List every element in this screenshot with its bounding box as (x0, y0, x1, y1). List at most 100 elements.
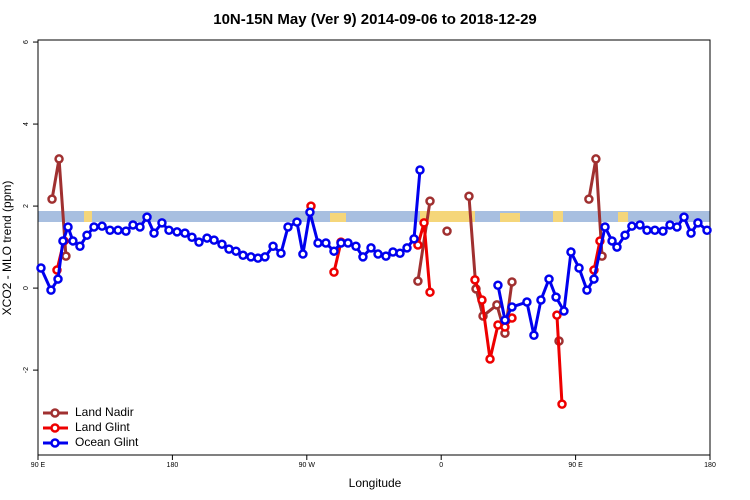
data-point (620, 230, 630, 240)
data-point (366, 243, 376, 253)
y-tick-label: -2 (23, 367, 30, 373)
data-point (53, 274, 63, 284)
data-point (612, 242, 622, 252)
data-point (305, 207, 315, 217)
data-point (292, 217, 302, 227)
data-point (522, 297, 532, 307)
data-point (68, 236, 78, 246)
land-patch (330, 213, 346, 222)
data-point (635, 220, 645, 230)
data-point (82, 230, 92, 240)
data-point (500, 315, 510, 325)
data-point (351, 241, 361, 252)
legend-label: Land Glint (75, 420, 130, 434)
data-point (702, 225, 712, 236)
data-point (642, 225, 652, 236)
data-point (607, 236, 617, 246)
data-point (164, 225, 174, 236)
legend-label: Land Nadir (75, 405, 134, 419)
legend-marker (50, 438, 60, 448)
data-point (415, 165, 425, 175)
data-point (566, 247, 576, 257)
data-point (113, 225, 123, 236)
data-point (89, 222, 99, 232)
y-tick-label: 6 (23, 40, 30, 44)
plot-frame (37, 39, 711, 456)
data-point (419, 218, 429, 228)
data-point (493, 280, 503, 290)
data-point (373, 249, 383, 259)
data-point (135, 222, 145, 232)
data-point (260, 252, 270, 262)
data-point (268, 241, 278, 252)
data-point (413, 276, 423, 286)
data-point (591, 154, 601, 164)
data-point (283, 222, 293, 232)
data-point (536, 295, 546, 305)
data-point (172, 227, 182, 237)
data-point (672, 222, 682, 232)
land-patch (500, 213, 520, 222)
data-point (142, 212, 152, 222)
data-point (442, 226, 452, 236)
data-point (231, 246, 241, 256)
legend-marker (50, 408, 60, 418)
data-point (425, 287, 435, 297)
data-point (149, 228, 159, 238)
data-point (409, 234, 419, 244)
data-point (658, 226, 668, 236)
x-tick-label: 0 (439, 462, 443, 469)
data-point (194, 237, 204, 247)
data-point (557, 399, 567, 409)
data-point (693, 218, 703, 228)
x-axis-label: Longitude (349, 476, 402, 490)
data-point (329, 267, 339, 277)
data-point (121, 226, 131, 236)
legend-marker (50, 423, 60, 433)
data-point (627, 221, 637, 231)
data-point (402, 243, 412, 253)
x-tick-label: 180 (167, 462, 179, 469)
data-point (217, 239, 227, 249)
data-point (47, 194, 57, 204)
data-point (507, 302, 517, 312)
data-point (63, 222, 73, 232)
data-point (600, 222, 610, 232)
data-point (679, 212, 689, 222)
data-point (343, 238, 353, 248)
data-point (313, 238, 323, 248)
data-point (589, 274, 599, 284)
data-point (75, 241, 85, 252)
data-point (582, 285, 592, 295)
data-point (46, 285, 56, 295)
ocean-band (38, 211, 710, 222)
data-point (650, 225, 660, 236)
data-point (507, 277, 517, 287)
x-tick-label: 180 (704, 462, 716, 469)
data-point (381, 251, 391, 261)
land-patch (553, 211, 563, 222)
data-point (36, 263, 46, 273)
data-point (686, 228, 696, 238)
legend-label: Ocean Glint (75, 435, 139, 449)
data-point (559, 306, 569, 316)
data-point (470, 275, 480, 285)
data-point (97, 221, 107, 231)
data-point (157, 218, 167, 228)
land-patch (618, 212, 628, 222)
data-point (61, 251, 71, 261)
y-tick-label: 0 (23, 286, 30, 290)
x-tick-label: 90 E (31, 462, 46, 469)
data-point (492, 300, 502, 310)
data-point (180, 228, 190, 238)
y-tick-label: 2 (23, 204, 30, 208)
data-point (477, 295, 487, 305)
data-point (298, 249, 308, 259)
data-point (187, 232, 197, 242)
data-point (395, 248, 405, 258)
data-point (574, 263, 584, 273)
data-point (464, 191, 474, 201)
data-point (551, 292, 561, 302)
